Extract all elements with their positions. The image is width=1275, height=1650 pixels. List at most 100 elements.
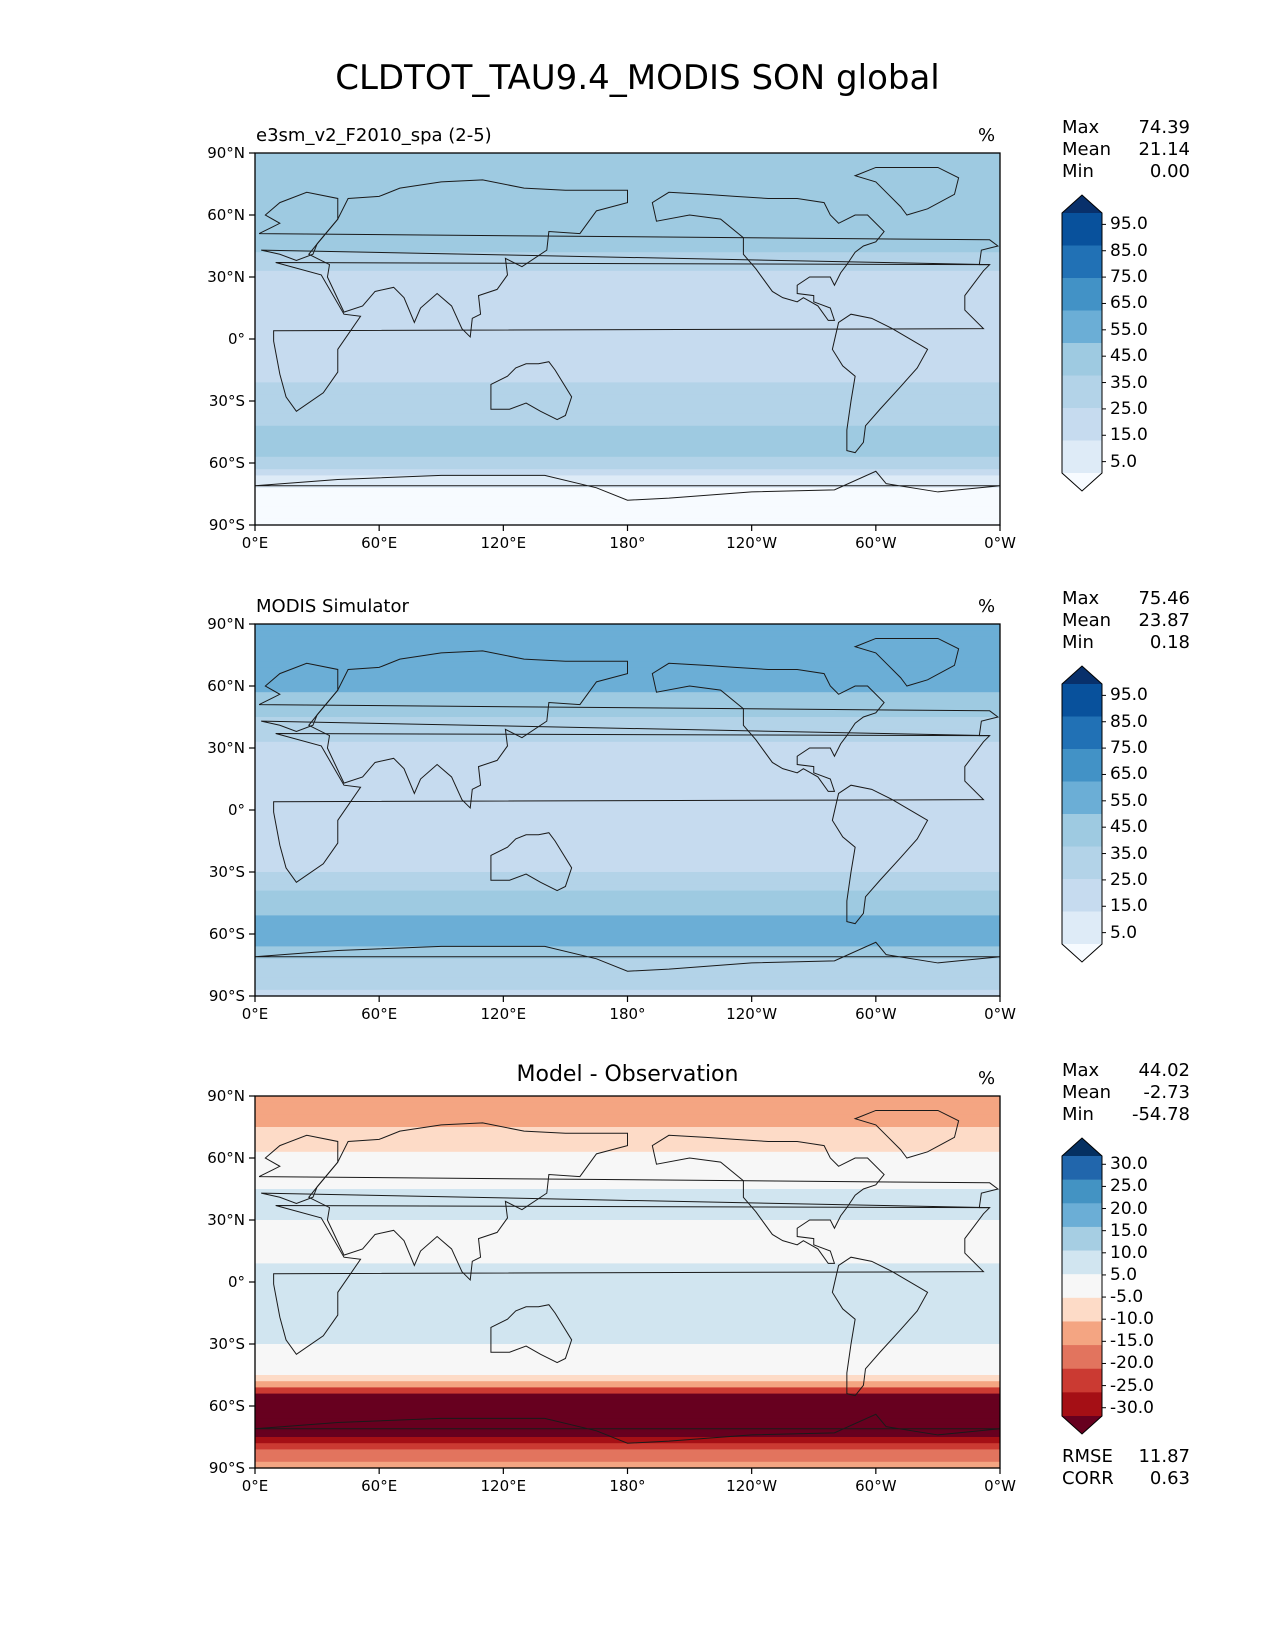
lat-band xyxy=(255,308,1000,315)
lat-band xyxy=(255,983,1000,991)
lat-band xyxy=(255,500,1000,507)
colorbar-segment xyxy=(1062,716,1102,750)
colorbar-label: 75.0 xyxy=(1110,267,1148,288)
lat-band xyxy=(255,1449,1000,1457)
lat-band xyxy=(255,339,1000,346)
lat-band xyxy=(255,890,1000,898)
lat-band xyxy=(255,1213,1000,1221)
lat-band xyxy=(255,1306,1000,1314)
lat-band xyxy=(255,1282,1000,1289)
x-tick-label: 120°E xyxy=(480,534,527,552)
stat-value: 75.46 xyxy=(1138,588,1190,609)
coastline-samerica xyxy=(831,1256,929,1397)
lat-band xyxy=(255,1350,1000,1357)
colorbar-segment xyxy=(1062,1179,1102,1204)
lat-band xyxy=(255,884,1000,892)
lat-band xyxy=(255,977,1000,985)
lat-band xyxy=(255,927,1000,935)
lat-band xyxy=(255,295,1000,303)
colorbar-label: 95.0 xyxy=(1110,214,1148,235)
colorbar-label: 10.0 xyxy=(1110,1242,1148,1263)
coastline-greenland xyxy=(853,166,960,216)
lat-band xyxy=(255,878,1000,885)
colorbar-segment xyxy=(1062,1203,1102,1228)
colorbar-label: 30.0 xyxy=(1110,1154,1148,1175)
lat-band xyxy=(255,1102,1000,1109)
coastline-asia xyxy=(308,650,628,810)
colorbar-label: -20.0 xyxy=(1110,1353,1154,1374)
lat-band xyxy=(255,208,1000,216)
coastline-namerica xyxy=(651,191,885,321)
stat-value: -54.78 xyxy=(1131,1104,1190,1125)
lat-band xyxy=(255,1151,1000,1159)
lat-band xyxy=(255,1406,1000,1413)
lat-band xyxy=(255,1368,1000,1376)
panel-title: MODIS Simulator xyxy=(256,596,409,617)
lat-band xyxy=(255,748,1000,755)
colorbar-segment xyxy=(1062,879,1102,912)
y-tick-label: 60°S xyxy=(208,1397,245,1415)
lat-band xyxy=(255,1356,1000,1364)
x-tick-label: 60°E xyxy=(361,1005,398,1023)
lat-band xyxy=(255,1362,1000,1370)
colorbar-extend-min xyxy=(1062,1416,1102,1434)
x-tick-label: 60°W xyxy=(855,1477,897,1495)
lat-band xyxy=(255,853,1000,861)
lat-band xyxy=(255,717,1000,724)
lat-band xyxy=(255,357,1000,365)
colorbar-segment xyxy=(1062,1368,1102,1393)
colorbar-label: 25.0 xyxy=(1110,1176,1148,1197)
coastline-asia xyxy=(308,179,628,339)
colorbar-label: 65.0 xyxy=(1110,764,1148,785)
stat-value: 23.87 xyxy=(1138,610,1190,631)
colorbar-label: 85.0 xyxy=(1110,711,1148,732)
colorbar-segment xyxy=(1062,278,1102,311)
lat-band xyxy=(255,419,1000,427)
colorbar-segment xyxy=(1062,684,1102,717)
lat-band xyxy=(255,518,1000,526)
lat-band xyxy=(255,363,1000,371)
colorbar-segment xyxy=(1062,911,1102,945)
colorbar-label: -15.0 xyxy=(1110,1331,1154,1352)
corr-label: CORR xyxy=(1062,1468,1114,1489)
lat-band xyxy=(255,915,1000,923)
colorbar-segment xyxy=(1062,213,1102,246)
lat-band xyxy=(255,407,1000,414)
stat-label: Min xyxy=(1062,1104,1094,1125)
colorbar-label: 15.0 xyxy=(1110,896,1148,917)
x-tick-label: 180° xyxy=(609,534,646,552)
stat-label: Mean xyxy=(1062,139,1112,160)
coastline-greenland xyxy=(853,637,960,687)
lat-band xyxy=(255,952,1000,960)
lat-band xyxy=(255,1387,1000,1395)
colorbar-label: 25.0 xyxy=(1110,869,1148,890)
figure-title: CLDTOT_TAU9.4_MODIS SON global xyxy=(335,58,940,98)
colorbar-outline xyxy=(1061,665,1103,963)
lat-band xyxy=(255,301,1000,309)
coastline-australia xyxy=(490,361,573,421)
colorbar-segment xyxy=(1062,846,1102,880)
colorbar-label: 95.0 xyxy=(1110,685,1148,706)
stat-value: 21.14 xyxy=(1138,139,1190,160)
stat-value: 44.02 xyxy=(1138,1060,1190,1081)
lat-band xyxy=(255,1164,1000,1171)
y-tick-label: 30°N xyxy=(207,1211,245,1229)
lat-band xyxy=(255,686,1000,693)
lat-band xyxy=(255,934,1000,941)
lat-band xyxy=(255,841,1000,848)
colorbar-label: 75.0 xyxy=(1110,738,1148,759)
y-tick-label: 60°S xyxy=(208,454,245,472)
map-panel-1 xyxy=(249,152,1001,531)
lat-band xyxy=(255,1108,1000,1116)
lat-band xyxy=(255,1319,1000,1326)
lat-band xyxy=(255,475,1000,483)
lat-band xyxy=(255,239,1000,247)
colorbar-label: 5.0 xyxy=(1110,922,1138,943)
lat-band xyxy=(255,921,1000,929)
x-tick-label: 60°E xyxy=(361,1477,398,1495)
lat-band xyxy=(255,1337,1000,1345)
lat-band xyxy=(255,1127,1000,1134)
lat-band xyxy=(255,252,1000,259)
lat-band xyxy=(255,741,1000,749)
y-tick-label: 30°S xyxy=(208,1335,245,1353)
